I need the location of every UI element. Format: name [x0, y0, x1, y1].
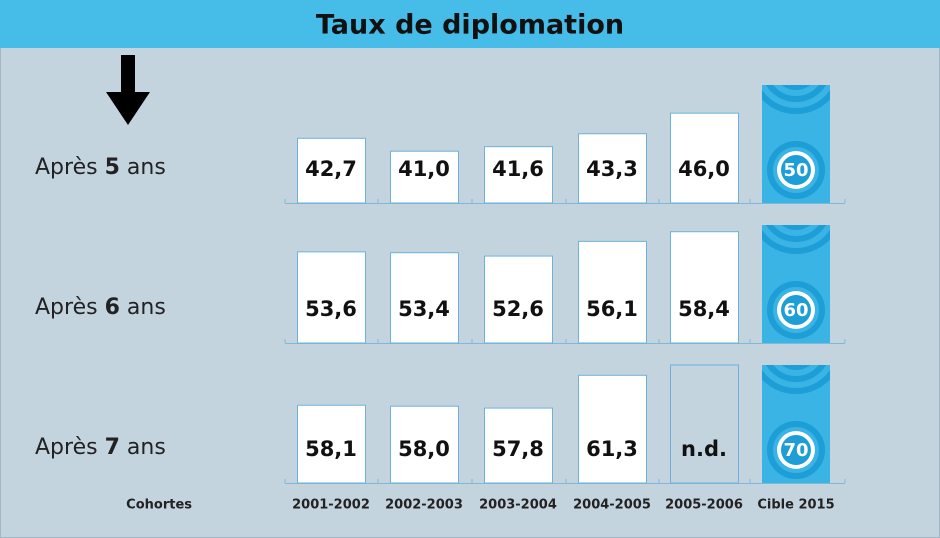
- target-value: 60: [783, 300, 808, 321]
- bar: [390, 150, 459, 204]
- value-label: 56,1: [586, 297, 638, 321]
- bar: [484, 146, 553, 204]
- bar: [484, 407, 553, 484]
- target-label: Cible 2015: [757, 498, 834, 513]
- row-label-prefix: Après: [35, 295, 98, 320]
- empty-bar: [670, 364, 739, 484]
- bar: [484, 255, 553, 344]
- ring: [765, 85, 827, 102]
- ring: [765, 365, 827, 382]
- value-label: 42,7: [305, 157, 357, 181]
- ring: [765, 225, 827, 242]
- ring: [762, 369, 830, 394]
- row-label-suffix: ans: [127, 295, 166, 320]
- ring: [781, 225, 811, 230]
- row-label-suffix: ans: [127, 155, 166, 180]
- bar: [670, 112, 739, 204]
- arrow: [106, 55, 150, 125]
- value-label: 52,6: [492, 297, 544, 321]
- value-label: n.d.: [681, 437, 727, 461]
- x-tick-label: 2001-2002: [292, 498, 370, 513]
- ring: [781, 85, 811, 90]
- chart-title: Taux de diplomation: [316, 10, 624, 41]
- bar: [297, 137, 366, 204]
- x-tick-label: 2002-2003: [385, 498, 463, 513]
- row-label: Après 6 ans: [35, 295, 166, 320]
- row-label-suffix: ans: [127, 435, 166, 460]
- value-label: 53,6: [305, 297, 357, 321]
- target-ring: [767, 281, 825, 339]
- bar: [390, 252, 459, 344]
- target-core: [781, 155, 811, 185]
- target-ring: [767, 141, 825, 199]
- bar: [578, 374, 647, 484]
- value-label: 41,6: [492, 157, 544, 181]
- bar: [578, 133, 647, 204]
- target-core: [781, 435, 811, 465]
- x-tick-label: 2003-2004: [479, 498, 557, 513]
- target-core: [781, 295, 811, 325]
- row-label-number: 7: [105, 435, 120, 460]
- value-label: 61,3: [586, 437, 638, 461]
- value-label: 41,0: [398, 157, 450, 181]
- bar: [297, 251, 366, 344]
- row-label: Après 7 ans: [35, 435, 166, 460]
- bar: [297, 404, 366, 484]
- x-tick-label: 2004-2005: [573, 498, 651, 513]
- x-axis-label: Cohortes: [126, 498, 192, 513]
- ring: [781, 365, 811, 370]
- x-tick-label: 2005-2006: [665, 498, 743, 513]
- value-label: 58,4: [678, 297, 730, 321]
- bar: [670, 231, 739, 344]
- value-label: 58,1: [305, 437, 357, 461]
- row-label-prefix: Après: [35, 155, 98, 180]
- value-label: 43,3: [586, 157, 638, 181]
- value-label: 46,0: [678, 157, 730, 181]
- ring: [762, 229, 830, 254]
- target-value: 70: [783, 440, 808, 461]
- bar: [578, 240, 647, 344]
- target-ring: [767, 421, 825, 479]
- target-rings: [762, 365, 830, 394]
- target-rings: [762, 85, 830, 114]
- row-label: Après 5 ans: [35, 155, 166, 180]
- header: [0, 0, 940, 48]
- value-label: 53,4: [398, 297, 450, 321]
- target-rings: [762, 225, 830, 254]
- value-label: 58,0: [398, 437, 450, 461]
- row-label-number: 6: [105, 295, 120, 320]
- row-label-number: 5: [105, 155, 120, 180]
- value-label: 57,8: [492, 437, 544, 461]
- target-value: 50: [783, 160, 808, 181]
- ring: [762, 89, 830, 114]
- bar: [390, 405, 459, 484]
- row-label-prefix: Après: [35, 435, 98, 460]
